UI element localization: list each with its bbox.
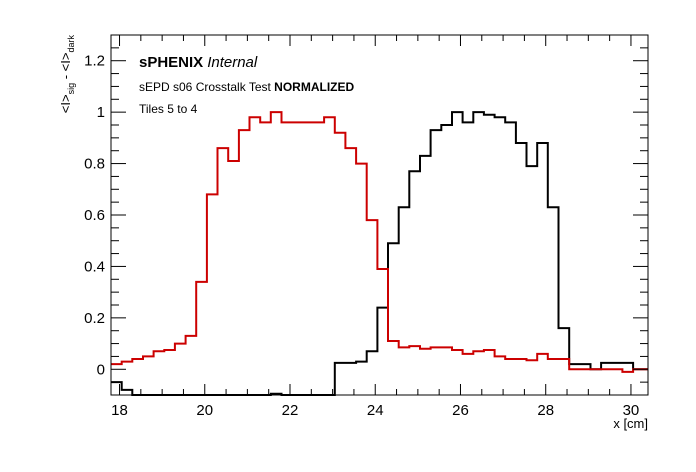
- y-axis-title: <I>sig - <I>dark: [58, 35, 76, 114]
- x-tick-label: 20: [196, 402, 213, 419]
- y-tick-label: 0.4: [84, 258, 105, 275]
- tiles-label: Tiles 5 to 4: [139, 102, 198, 116]
- experiment-label: sPHENIX Internal: [139, 54, 258, 71]
- y-tick-label: 0: [97, 361, 105, 378]
- x-axis-title: x [cm]: [613, 416, 648, 431]
- y-tick-label: 1: [97, 104, 105, 121]
- x-tick-label: 30: [623, 402, 640, 419]
- x-tick-label: 24: [367, 402, 384, 419]
- y-tick-label: 0.2: [84, 310, 105, 327]
- x-tick-label: 26: [452, 402, 469, 419]
- tick-layer: 18 20 22 24 26 28 30 0 0.2 0.4 0.6 0.8 1 1.2: [84, 34, 648, 419]
- x-tick-label: 18: [111, 402, 128, 419]
- y-tick-label: 0.6: [84, 207, 105, 224]
- test-label: sEPD s06 Crosstalk Test NORMALIZED: [139, 80, 354, 94]
- y-tick-label: 0.8: [84, 156, 105, 173]
- series-line-2: [111, 111, 648, 373]
- y-tick-label: 1.2: [84, 53, 105, 70]
- x-tick-label: 28: [537, 402, 554, 419]
- x-tick-label: 22: [282, 402, 299, 419]
